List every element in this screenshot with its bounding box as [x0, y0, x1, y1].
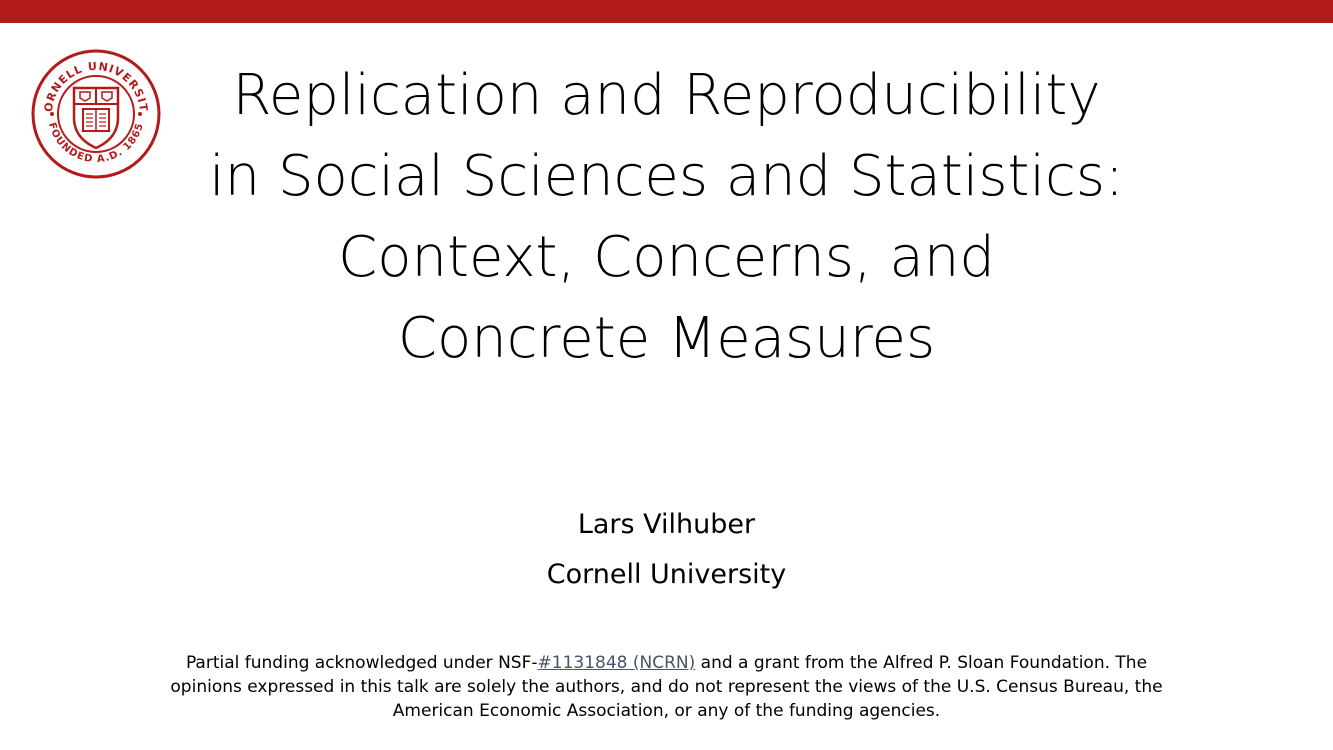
cornell-university-seal-icon: CORNELL UNIVERSITY FOUNDED A.D. 1865	[25, 38, 162, 180]
author-block: Lars Vilhuber Cornell University	[0, 500, 1333, 600]
funding-footnote: Partial funding acknowledged under NSF-#…	[150, 651, 1183, 723]
footnote-suffix: and a grant from the Alfred P. Sloan Fou…	[695, 653, 1111, 673]
footnote-disclaimer: The opinions expressed in this talk are …	[170, 653, 1163, 721]
top-accent-bar	[0, 0, 1333, 23]
title-line-4: Concrete Measures	[397, 306, 936, 371]
author-name: Lars Vilhuber	[577, 509, 756, 540]
seal-graphic: CORNELL UNIVERSITY FOUNDED A.D. 1865	[25, 38, 161, 179]
title-line-3: Context, Concerns, and	[338, 225, 995, 290]
title-line-2: in Social Sciences and Statistics:	[209, 144, 1124, 209]
slide-title: Replication and Reproducibility in Socia…	[140, 55, 1193, 379]
author-affiliation: Cornell University	[546, 559, 787, 590]
title-line-1: Replication and Reproducibility	[232, 63, 1101, 128]
footnote-prefix: Partial funding acknowledged under NSF-	[185, 653, 538, 673]
nsf-grant-link[interactable]: #1131848 (NCRN)	[537, 653, 696, 673]
